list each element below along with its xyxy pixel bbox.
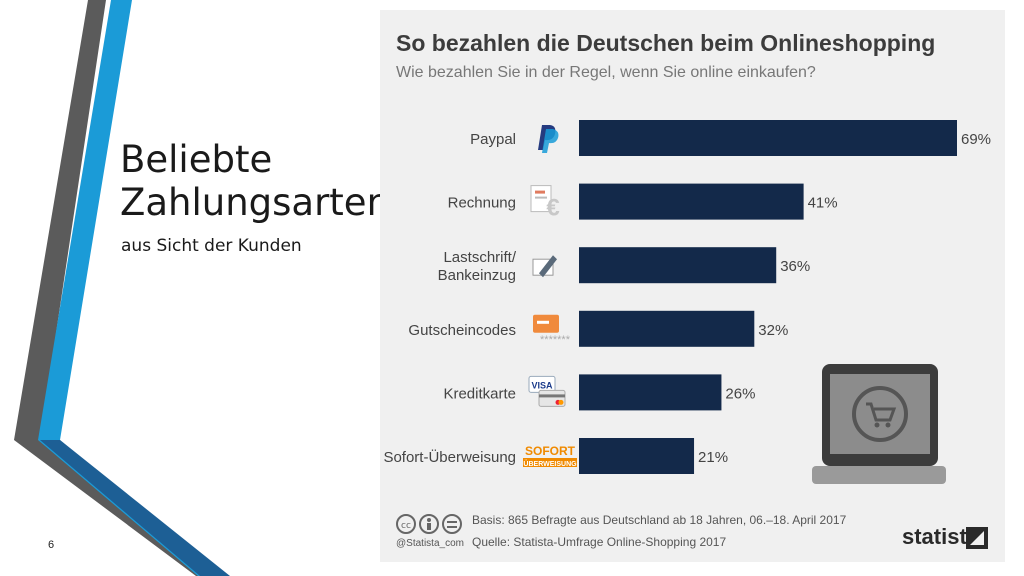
paypal-icon-overlay xyxy=(542,129,559,153)
invoice-euro-icon-line xyxy=(535,190,545,194)
svg-text:cc: cc xyxy=(401,521,411,531)
signature-pen-icon-pen xyxy=(539,255,557,278)
category-label-5: Sofort-Überweisung xyxy=(383,448,516,466)
value-label-2: 36% xyxy=(780,258,810,275)
category-label-1: Rechnung xyxy=(448,195,516,212)
decorative-stripes xyxy=(14,0,230,576)
creative-commons-icons: cc xyxy=(396,514,462,534)
bar-0 xyxy=(579,120,957,156)
value-label-1: 41% xyxy=(808,195,838,212)
stripe-navy xyxy=(40,440,230,576)
voucher-card-icon-stripe xyxy=(537,320,549,324)
bar-2 xyxy=(579,247,777,284)
statista-mark-icon xyxy=(966,527,988,549)
value-label-0: 69% xyxy=(961,131,991,148)
sofort-logo-icon-band xyxy=(523,458,577,467)
category-label-3: Gutscheincodes xyxy=(408,322,516,339)
bar-5 xyxy=(579,438,695,474)
bar-1 xyxy=(579,183,804,220)
chart-subtitle: Wie bezahlen Sie in der Regel, wenn Sie … xyxy=(396,64,816,81)
slide-title-line2: Zahlungsarten xyxy=(120,181,391,224)
category-label-2-line1: Lastschrift/ xyxy=(443,249,516,266)
voucher-card-icon-stars: ******* xyxy=(540,334,571,346)
slide-subtitle: aus Sicht der Kunden xyxy=(121,236,302,256)
footer-source: Quelle: Statista-Umfrage Online-Shopping… xyxy=(472,535,727,549)
category-label-4: Kreditkarte xyxy=(443,385,516,402)
credit-card-visa-icon-mc2 xyxy=(558,399,564,405)
value-label-5: 21% xyxy=(698,449,728,466)
category-label-0: Paypal xyxy=(470,131,516,148)
credit-card-visa-icon-visa: VISA xyxy=(531,380,553,390)
invoice-euro-icon-line2 xyxy=(535,196,547,199)
laptop-shopping-cart-icon xyxy=(812,364,946,484)
sofort-logo-icon-sub: ÜBERWEISUNG xyxy=(523,459,577,468)
bar-chart: 69% Paypal 41% Rechnung €36% Lastschrift/Bank… xyxy=(383,120,991,474)
footer-basis: Basis: 865 Befragte aus Deutschland ab 1… xyxy=(472,513,847,527)
invoice-euro-icon-euro: € xyxy=(546,195,559,222)
bar-3 xyxy=(579,310,755,347)
slide-title-line1: Beliebte xyxy=(120,138,273,181)
page-number: 6 xyxy=(48,539,55,551)
stripe-gray xyxy=(14,0,226,576)
bar-4 xyxy=(579,374,722,411)
value-label-3: 32% xyxy=(758,322,788,339)
stripe-blue xyxy=(38,0,218,576)
slide-title: Beliebte Zahlungsarten xyxy=(120,138,390,224)
statista-handle: @Statista_com xyxy=(396,538,464,549)
value-label-4: 26% xyxy=(725,385,755,402)
credit-card-visa-icon-stripe xyxy=(539,394,565,398)
chart-title: So bezahlen die Deutschen beim Onlinesho… xyxy=(396,30,936,56)
category-label-2-line2: Bankeinzug xyxy=(438,267,516,284)
sofort-logo-icon: SOFORT xyxy=(525,444,576,458)
statista-infographic: So bezahlen die Deutschen beim Onlinesho… xyxy=(380,10,1005,562)
